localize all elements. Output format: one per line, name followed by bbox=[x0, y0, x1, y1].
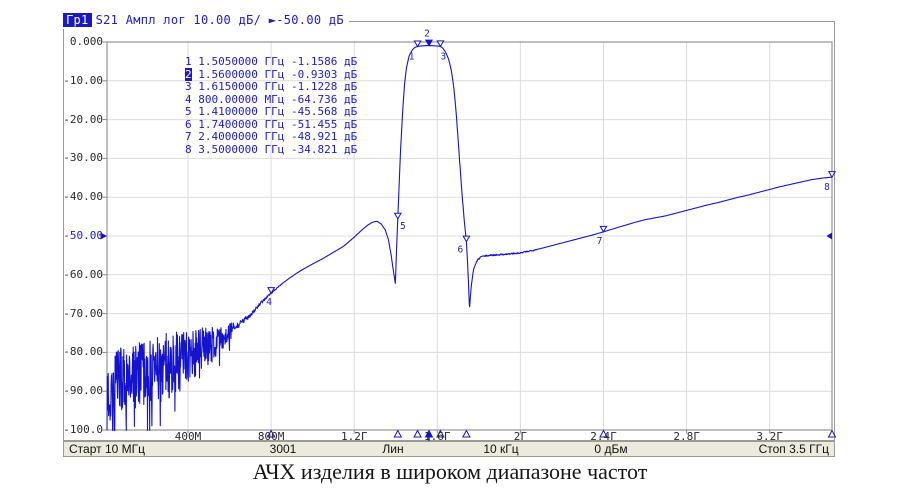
x-axis-label: 800М bbox=[257, 430, 285, 443]
marker-table-row-values: 1.5050000 ГГц -1.1586 дБ bbox=[191, 55, 358, 68]
marker-number-label: 5 bbox=[400, 221, 406, 232]
y-axis-label: 0.000 bbox=[69, 35, 103, 48]
measurement-label[interactable]: S21 bbox=[95, 13, 119, 27]
marker-axis-indicator-icon[interactable] bbox=[599, 429, 608, 438]
marker-table-row[interactable]: 8 3.5000000 ГГц -34.821 дБ bbox=[185, 142, 358, 157]
marker-axis-indicator-icon[interactable] bbox=[436, 429, 445, 438]
x-axis-label: 1.2Г bbox=[340, 430, 368, 443]
format-label[interactable]: Ампл лог bbox=[125, 13, 186, 27]
x-axis-label: 1.6Г bbox=[424, 430, 451, 443]
marker-table-row-values: 3.5000000 ГГц -34.821 дБ bbox=[191, 142, 358, 156]
reference-level-arrow-left-icon bbox=[100, 232, 107, 240]
x-axis-label: 3.2Г bbox=[756, 430, 783, 443]
marker-point-icon[interactable] bbox=[599, 225, 608, 233]
marker-table-row-number[interactable]: 3 bbox=[185, 80, 192, 93]
x-axis-label: 2.4Г bbox=[590, 430, 617, 443]
scale-label[interactable]: 10.00 дБ/ bbox=[193, 13, 262, 27]
status-stop-frequency[interactable]: Стоп 3.5 ГГц bbox=[758, 442, 829, 456]
status-output-power[interactable]: 0 дБм bbox=[594, 442, 628, 456]
x-axis-label: 400М bbox=[174, 430, 202, 443]
status-sweep-type[interactable]: Лин bbox=[382, 442, 404, 456]
marker-table-row-values: 1.6150000 ГГц -1.1228 дБ bbox=[191, 80, 358, 93]
y-axis-label: -70.00 bbox=[63, 306, 103, 320]
marker-point-icon[interactable] bbox=[267, 287, 276, 295]
marker-table-row[interactable]: 5 1.4100000 ГГц -45.568 дБ bbox=[185, 105, 358, 119]
marker-table-row-number[interactable]: 4 bbox=[185, 92, 192, 106]
marker-number-label: 2 bbox=[424, 29, 430, 40]
y-axis-label: -100.0 bbox=[63, 423, 103, 436]
y-axis-label: -80.00 bbox=[63, 345, 103, 359]
marker-table-row[interactable]: 3 1.6150000 ГГц -1.1228 дБ bbox=[185, 80, 358, 94]
marker-table-row-values: 1.5600000 ГГц -0.9303 дБ bbox=[191, 67, 358, 81]
marker-number-label: 8 bbox=[824, 182, 830, 193]
y-axis-label: -30.00 bbox=[63, 151, 103, 165]
trace-status-line: Гр1 S21 Ампл лог 10.00 дБ/ ►-50.00 дБ bbox=[63, 13, 349, 29]
marker-table-row-values: 800.00000 МГц -64.736 дБ bbox=[191, 92, 358, 106]
status-sweep-points[interactable]: 3001 bbox=[269, 442, 297, 456]
marker-table-row[interactable]: 1 1.5050000 ГГц -1.1586 дБ bbox=[185, 55, 358, 69]
marker-table-row[interactable]: 7 2.4000000 ГГц -48.921 дБ bbox=[185, 130, 358, 144]
y-axis-label: -40.00 bbox=[63, 190, 103, 204]
marker-table-row[interactable]: 2 1.5600000 ГГц -0.9303 дБ bbox=[185, 67, 358, 82]
ref-level-label[interactable]: -50.00 дБ bbox=[276, 13, 344, 27]
y-axis-label: -50.00 bbox=[63, 229, 103, 242]
y-axis-label: -90.00 bbox=[63, 384, 103, 398]
marker-number-label: 6 bbox=[458, 245, 464, 256]
marker-number-label: 3 bbox=[441, 51, 447, 62]
marker-table-row[interactable]: 6 1.7400000 ГГц -51.455 дБ bbox=[185, 117, 358, 132]
marker-axis-indicator-icon[interactable] bbox=[827, 429, 837, 438]
status-if-bandwidth[interactable]: 10 кГц bbox=[483, 442, 519, 456]
marker-readout-table: 1 1.5050000 ГГц -1.1586 дБ 2 1.5600000 ГГ… bbox=[185, 55, 358, 157]
marker-table-row-number[interactable]: 5 bbox=[185, 105, 192, 118]
marker-point-icon[interactable] bbox=[424, 39, 434, 47]
status-bar: Старт 10 МГц 3001 Лин 10 кГц 0 дБм Стоп … bbox=[63, 441, 835, 457]
marker-table-row-number[interactable]: 8 bbox=[185, 142, 192, 156]
y-axis-label: -20.00 bbox=[63, 112, 103, 126]
trace-badge[interactable]: Гр1 bbox=[63, 13, 92, 27]
marker-table-row-values: 1.4100000 ГГц -45.568 дБ bbox=[191, 105, 358, 118]
reference-level-arrow-right-icon bbox=[826, 232, 832, 240]
marker-table-row-number[interactable]: 7 bbox=[185, 130, 192, 143]
y-axis-label: -10.00 bbox=[63, 73, 103, 87]
marker-table-row-values: 2.4000000 ГГц -48.921 дБ bbox=[191, 130, 358, 143]
marker-table-row-number[interactable]: 2 bbox=[185, 67, 192, 81]
marker-axis-indicator-icon[interactable] bbox=[266, 429, 276, 438]
marker-point-icon[interactable] bbox=[413, 40, 422, 48]
marker-point-icon[interactable] bbox=[462, 235, 471, 243]
marker-point-icon[interactable] bbox=[436, 40, 445, 48]
x-axis-label: 2Г bbox=[513, 430, 528, 443]
marker-table-row-number[interactable]: 1 bbox=[185, 55, 192, 68]
marker-axis-indicator-icon[interactable] bbox=[413, 429, 422, 438]
figure-caption: АЧХ изделия в широком диапазоне частот bbox=[252, 459, 648, 484]
marker-point-icon[interactable] bbox=[393, 212, 402, 220]
marker-table-row-number[interactable]: 6 bbox=[185, 117, 192, 131]
marker-table-row-values: 1.7400000 ГГц -51.455 дБ bbox=[191, 117, 358, 131]
x-axis-label: 2.8Г bbox=[673, 430, 700, 443]
channel-window-frame bbox=[63, 21, 835, 441]
marker-point-icon[interactable] bbox=[827, 171, 837, 179]
s21-trace[interactable] bbox=[106, 45, 833, 431]
y-axis-label: -60.00 bbox=[63, 267, 103, 281]
marker-axis-indicator-icon[interactable] bbox=[462, 429, 471, 438]
marker-number-label: 4 bbox=[266, 297, 272, 308]
ref-arrow-icon: ► bbox=[268, 13, 277, 27]
marker-number-label: 7 bbox=[597, 236, 603, 247]
status-start-frequency[interactable]: Старт 10 МГц bbox=[69, 442, 145, 456]
marker-table-row[interactable]: 4 800.00000 МГц -64.736 дБ bbox=[185, 92, 358, 107]
marker-number-label: 1 bbox=[409, 51, 415, 62]
marker-axis-indicator-icon[interactable] bbox=[393, 429, 403, 438]
